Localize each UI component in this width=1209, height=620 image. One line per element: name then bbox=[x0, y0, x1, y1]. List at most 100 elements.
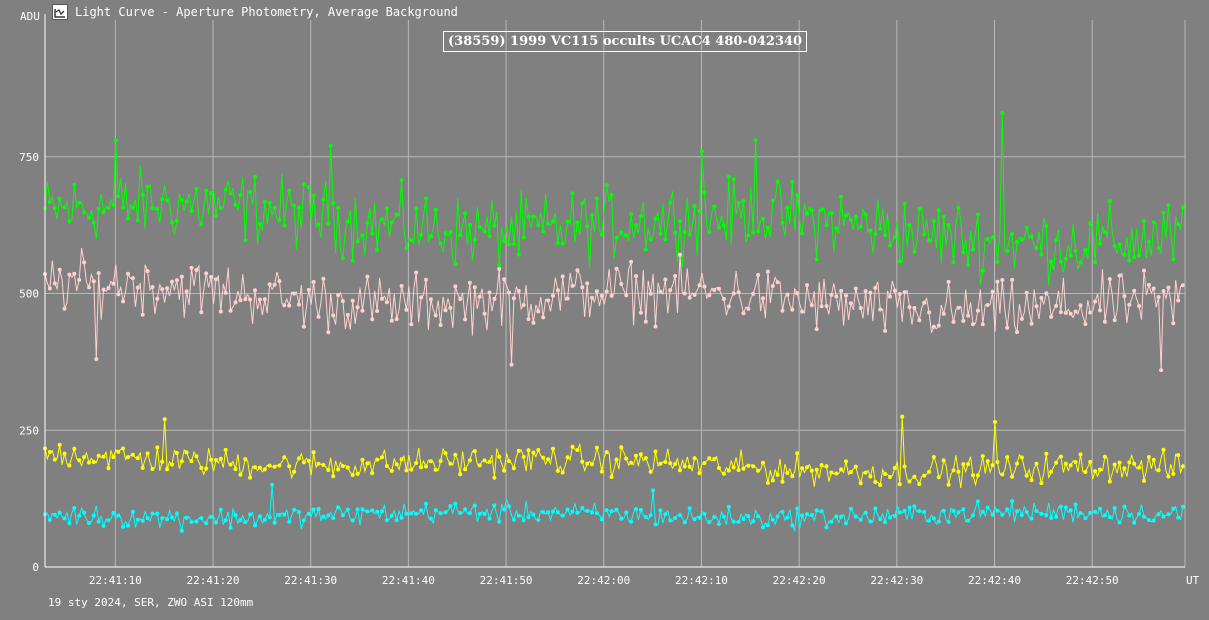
data-point bbox=[448, 461, 453, 466]
series-1 bbox=[43, 111, 1185, 286]
data-point bbox=[541, 510, 546, 515]
data-point bbox=[536, 448, 541, 452]
data-point bbox=[721, 471, 726, 476]
data-point bbox=[409, 511, 414, 516]
data-point bbox=[1083, 322, 1088, 326]
data-point bbox=[277, 279, 282, 284]
data-point bbox=[306, 287, 311, 292]
data-point bbox=[707, 456, 712, 461]
data-point bbox=[365, 461, 370, 466]
data-point bbox=[135, 285, 140, 290]
data-point bbox=[1093, 260, 1098, 265]
data-point bbox=[668, 461, 673, 466]
data-point bbox=[1161, 289, 1166, 293]
data-point bbox=[809, 468, 814, 473]
data-point bbox=[87, 285, 91, 290]
data-point bbox=[277, 218, 282, 222]
data-point bbox=[555, 288, 560, 293]
data-point bbox=[209, 191, 214, 196]
data-point bbox=[428, 516, 433, 521]
data-point bbox=[272, 464, 277, 469]
data-point bbox=[472, 503, 477, 508]
data-point bbox=[1078, 260, 1083, 265]
data-point bbox=[912, 306, 917, 310]
data-point bbox=[199, 516, 204, 521]
data-point bbox=[336, 505, 341, 510]
data-point bbox=[824, 525, 829, 530]
data-point bbox=[917, 509, 922, 514]
data-point bbox=[795, 193, 800, 198]
data-point bbox=[1176, 515, 1181, 520]
data-point bbox=[365, 274, 370, 279]
data-point bbox=[1015, 330, 1019, 335]
data-point bbox=[463, 507, 468, 512]
data-point bbox=[126, 216, 130, 221]
data-point bbox=[907, 305, 912, 310]
data-point bbox=[956, 510, 961, 515]
data-point bbox=[57, 442, 62, 447]
chart-axes bbox=[44, 14, 1186, 568]
data-point bbox=[580, 201, 585, 206]
data-point bbox=[1039, 481, 1044, 486]
data-point bbox=[697, 471, 702, 476]
data-point bbox=[707, 293, 712, 298]
data-point bbox=[697, 209, 702, 214]
data-point bbox=[448, 230, 453, 234]
data-point bbox=[297, 456, 301, 461]
data-point bbox=[228, 191, 233, 196]
data-point bbox=[1098, 308, 1102, 313]
data-point bbox=[629, 519, 634, 524]
data-point bbox=[824, 304, 829, 308]
light-curve-app-icon[interactable] bbox=[52, 4, 68, 20]
data-point bbox=[370, 231, 375, 236]
data-point bbox=[360, 507, 365, 512]
data-point bbox=[130, 205, 135, 210]
data-point bbox=[52, 206, 57, 211]
data-point bbox=[678, 468, 682, 473]
data-point bbox=[790, 180, 795, 184]
data-point bbox=[1049, 469, 1054, 474]
data-point bbox=[1000, 512, 1005, 517]
data-point bbox=[419, 508, 424, 513]
data-point bbox=[853, 214, 858, 219]
data-point bbox=[311, 507, 316, 512]
data-point bbox=[453, 262, 458, 267]
data-point bbox=[805, 512, 809, 517]
data-point bbox=[1161, 210, 1166, 215]
data-point bbox=[951, 508, 956, 513]
data-point bbox=[643, 319, 648, 324]
data-point bbox=[77, 513, 82, 518]
data-point bbox=[736, 290, 741, 295]
data-point bbox=[326, 468, 331, 472]
data-point bbox=[214, 277, 218, 282]
data-point bbox=[971, 513, 975, 518]
data-point bbox=[658, 461, 663, 466]
data-point bbox=[873, 285, 878, 290]
data-point bbox=[682, 464, 687, 469]
data-point bbox=[428, 459, 433, 464]
data-point bbox=[419, 465, 424, 470]
data-point bbox=[87, 215, 91, 220]
data-point bbox=[663, 237, 668, 242]
data-point bbox=[697, 283, 702, 288]
data-point bbox=[878, 483, 883, 487]
data-point bbox=[1058, 504, 1063, 509]
data-point bbox=[1142, 514, 1146, 519]
data-point bbox=[238, 298, 243, 303]
data-point bbox=[233, 467, 238, 472]
data-point bbox=[67, 272, 72, 277]
data-point bbox=[160, 459, 165, 464]
data-point bbox=[1132, 288, 1137, 293]
data-point bbox=[741, 199, 746, 204]
data-point bbox=[72, 506, 77, 510]
data-point bbox=[160, 197, 165, 202]
data-point bbox=[233, 300, 238, 305]
data-point bbox=[1039, 252, 1044, 257]
data-point bbox=[350, 473, 355, 477]
data-point bbox=[1083, 247, 1088, 252]
data-point bbox=[101, 210, 106, 215]
data-point bbox=[668, 200, 673, 205]
data-point bbox=[624, 233, 629, 237]
data-point bbox=[526, 214, 531, 219]
data-point bbox=[888, 475, 892, 479]
